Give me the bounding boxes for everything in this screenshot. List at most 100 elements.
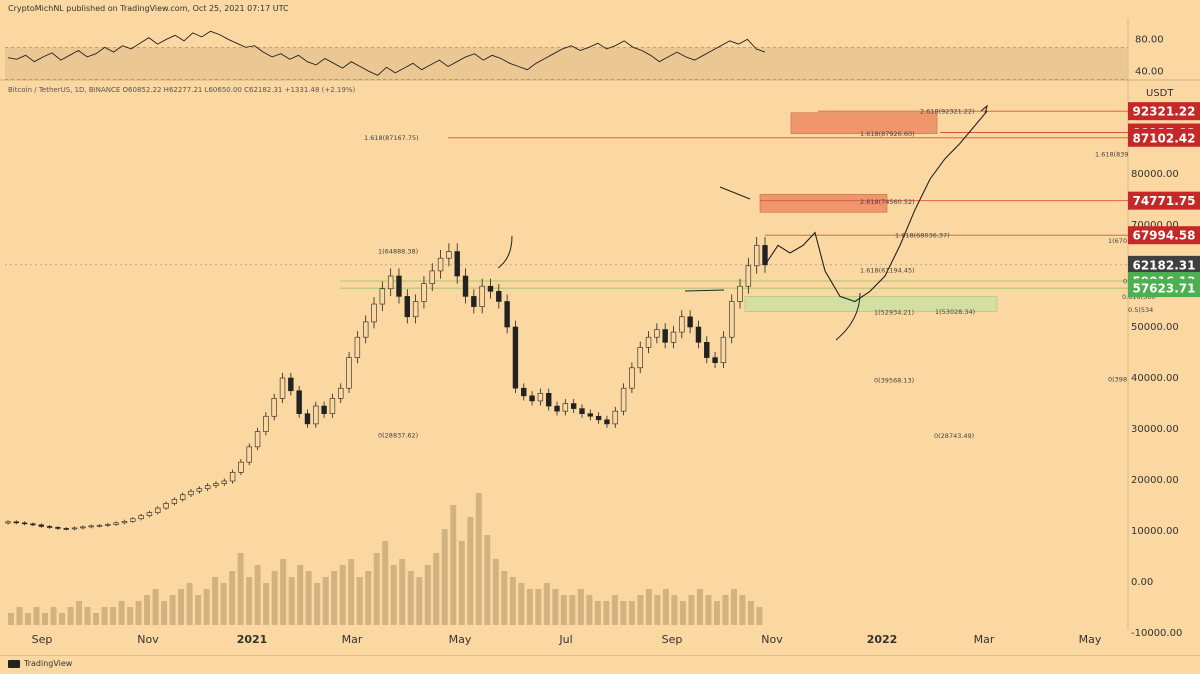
candle [346, 357, 352, 389]
price-tick-label: 0.00 [1131, 577, 1153, 588]
volume-bar [212, 577, 219, 625]
candle [263, 415, 269, 432]
volume-bar [739, 595, 746, 625]
candle [429, 270, 435, 284]
candle [637, 347, 643, 369]
volume-bar [16, 607, 23, 625]
candle [371, 303, 377, 323]
time-tick-label: Mar [974, 633, 995, 646]
candle [670, 331, 677, 343]
volume-bar [254, 565, 261, 625]
volume-bar [144, 595, 151, 625]
candle [321, 405, 327, 414]
volume-bar [288, 577, 295, 625]
candle [163, 503, 169, 509]
candle [130, 518, 136, 522]
time-tick-label: May [449, 633, 472, 646]
candle [213, 483, 219, 486]
fib-level-label: 0.5(534 [1128, 306, 1153, 314]
price-label-badge [1128, 102, 1200, 121]
candle [479, 285, 485, 307]
volume-bar [127, 607, 134, 625]
fib-level-label: 1(52934.21) [874, 309, 914, 317]
candle [188, 490, 194, 496]
volume-bar [441, 529, 448, 625]
fib-level-label: 2.618(74560.52) [860, 198, 915, 206]
candle [745, 265, 752, 287]
volume-bar [271, 571, 278, 625]
candle [695, 326, 702, 343]
volume-bar [433, 553, 440, 625]
volume-bar [569, 595, 576, 625]
volume-bar [152, 589, 159, 625]
price-tick-label: 10000.00 [1131, 526, 1179, 537]
volume-bar [637, 595, 644, 625]
price-label-badge [1128, 255, 1200, 274]
price-label-text: 87102.42 [1132, 131, 1195, 145]
candle [329, 398, 336, 414]
candle [404, 296, 410, 318]
candle [604, 419, 610, 425]
price-unit-label: USDT [1146, 88, 1174, 99]
fib-level-label: 2.618(92321.22) [920, 108, 975, 116]
volume-bar [484, 535, 491, 625]
rsi-tick-label: 80.00 [1135, 34, 1164, 45]
candle [712, 357, 718, 364]
candle [254, 431, 261, 448]
candle [546, 392, 552, 407]
candle [412, 301, 419, 318]
candle [229, 472, 236, 482]
price-label-badge [1128, 279, 1200, 298]
support-zone [744, 296, 998, 312]
fib-level-label: 1(53028.34) [935, 308, 975, 316]
volume-bar [297, 565, 304, 625]
volume-bar [178, 589, 185, 625]
candle [221, 480, 227, 484]
volume-bar [8, 613, 14, 625]
volume-bar [237, 553, 244, 625]
annotation-arrow [835, 292, 861, 341]
volume-bar [382, 541, 389, 625]
projected-path [764, 110, 988, 303]
candle [55, 527, 61, 529]
fib-level-label: 0(28837.62) [378, 431, 418, 439]
annotation-arrow [719, 186, 751, 200]
candle [753, 245, 760, 267]
candle [288, 377, 294, 392]
candle [21, 522, 28, 525]
candle [704, 341, 710, 358]
fib-level-label: 1.618(68036.37) [895, 232, 950, 240]
time-tick-label: May [1079, 633, 1102, 646]
rsi-line [7, 30, 766, 76]
volume-bar [645, 589, 652, 625]
candle [71, 527, 78, 530]
price-tick-label: 40000.00 [1131, 373, 1179, 384]
candle [46, 526, 53, 528]
volume-bar [246, 577, 253, 625]
price-tick-label: 70000.00 [1131, 220, 1179, 231]
volume-bar [671, 595, 678, 625]
candle [446, 251, 452, 259]
candle [487, 285, 494, 292]
volume-bar [169, 595, 176, 625]
candle [462, 275, 469, 297]
time-tick-label: 2022 [867, 633, 898, 646]
volume-bar [679, 601, 686, 625]
price-label-text: 62182.31 [1132, 258, 1195, 272]
volume-bar [203, 589, 210, 625]
candle [271, 398, 277, 417]
price-tick-label: 20000.00 [1131, 475, 1179, 486]
candle [554, 405, 560, 412]
volume-bar [594, 601, 601, 625]
candle [537, 392, 544, 402]
price-label-text: 74771.75 [1132, 194, 1195, 208]
candle [512, 326, 519, 389]
volume-bar [118, 601, 125, 625]
candle [146, 512, 153, 517]
candle [570, 403, 577, 409]
volume-bar [475, 493, 482, 625]
volume-bar [560, 595, 567, 625]
volume-bar [458, 541, 465, 625]
resistance-zone [790, 112, 938, 134]
